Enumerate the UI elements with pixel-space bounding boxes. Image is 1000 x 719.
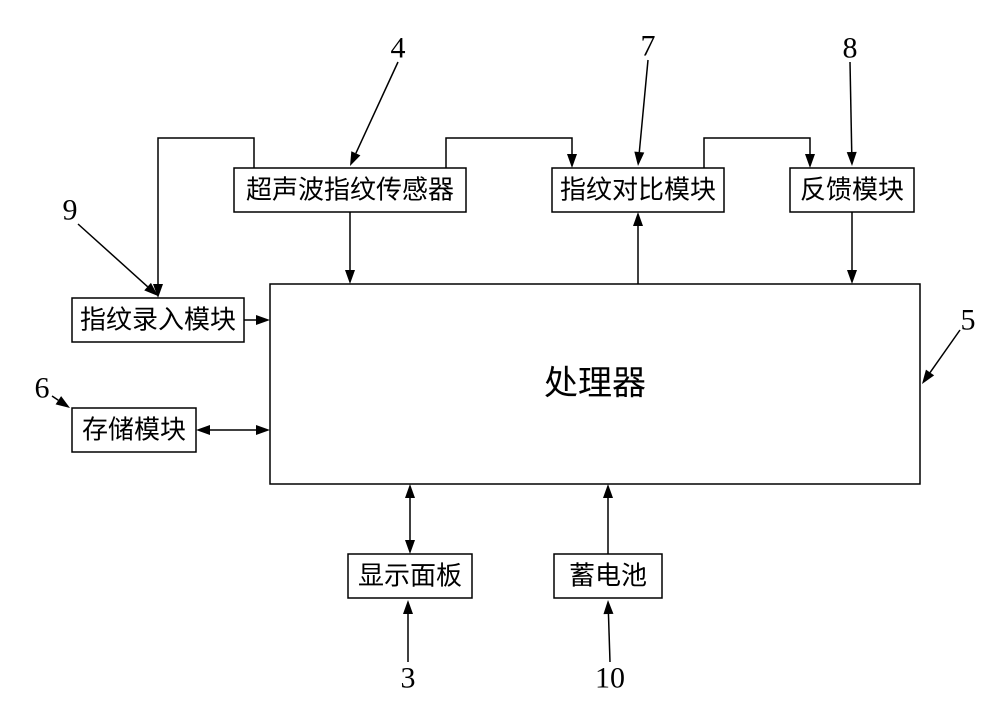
callout-4: 4 <box>391 32 406 65</box>
label-feedback: 反馈模块 <box>800 176 904 205</box>
callout-10: 10 <box>595 662 625 695</box>
callout-6: 6 <box>35 372 50 405</box>
label-processor: 处理器 <box>544 366 646 403</box>
callout-8: 8 <box>843 32 858 65</box>
callout-7: 7 <box>641 30 656 63</box>
callout-9: 9 <box>63 194 78 227</box>
block-diagram: 超声波指纹传感器 指纹对比模块 反馈模块指纹录入模块存储模块 处理器显示面板 蓄电池 3… <box>0 0 1000 719</box>
callout-3: 3 <box>401 662 416 695</box>
label-battery: 蓄电池 <box>569 562 647 591</box>
label-entry: 指纹录入模块 <box>80 306 236 335</box>
label-storage: 存储模块 <box>82 416 186 445</box>
callout-5: 5 <box>961 304 976 337</box>
label-display: 显示面板 <box>358 562 462 591</box>
label-sensor: 超声波指纹传感器 <box>246 176 454 205</box>
label-compare: 指纹对比模块 <box>560 176 716 205</box>
